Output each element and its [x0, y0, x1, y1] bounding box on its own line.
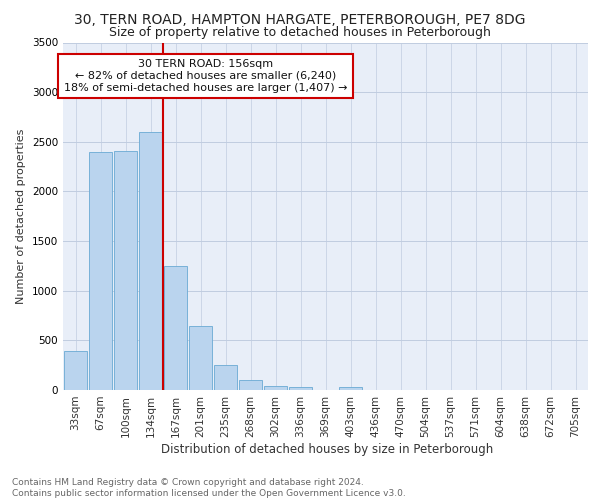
Bar — [113, 150, 137, 390]
Bar — [89, 152, 112, 390]
Bar — [214, 364, 238, 390]
Bar — [64, 352, 88, 390]
Bar — [289, 387, 313, 390]
Bar — [164, 266, 187, 390]
Bar — [188, 326, 212, 390]
Y-axis label: Number of detached properties: Number of detached properties — [16, 128, 26, 304]
Bar — [263, 386, 287, 390]
Bar — [338, 386, 362, 390]
Text: 30 TERN ROAD: 156sqm
← 82% of detached houses are smaller (6,240)
18% of semi-de: 30 TERN ROAD: 156sqm ← 82% of detached h… — [64, 60, 347, 92]
Bar — [239, 380, 262, 390]
Text: 30, TERN ROAD, HAMPTON HARGATE, PETERBOROUGH, PE7 8DG: 30, TERN ROAD, HAMPTON HARGATE, PETERBOR… — [74, 12, 526, 26]
Bar — [139, 132, 163, 390]
Text: Size of property relative to detached houses in Peterborough: Size of property relative to detached ho… — [109, 26, 491, 39]
Text: Contains HM Land Registry data © Crown copyright and database right 2024.
Contai: Contains HM Land Registry data © Crown c… — [12, 478, 406, 498]
Text: Distribution of detached houses by size in Peterborough: Distribution of detached houses by size … — [161, 442, 493, 456]
